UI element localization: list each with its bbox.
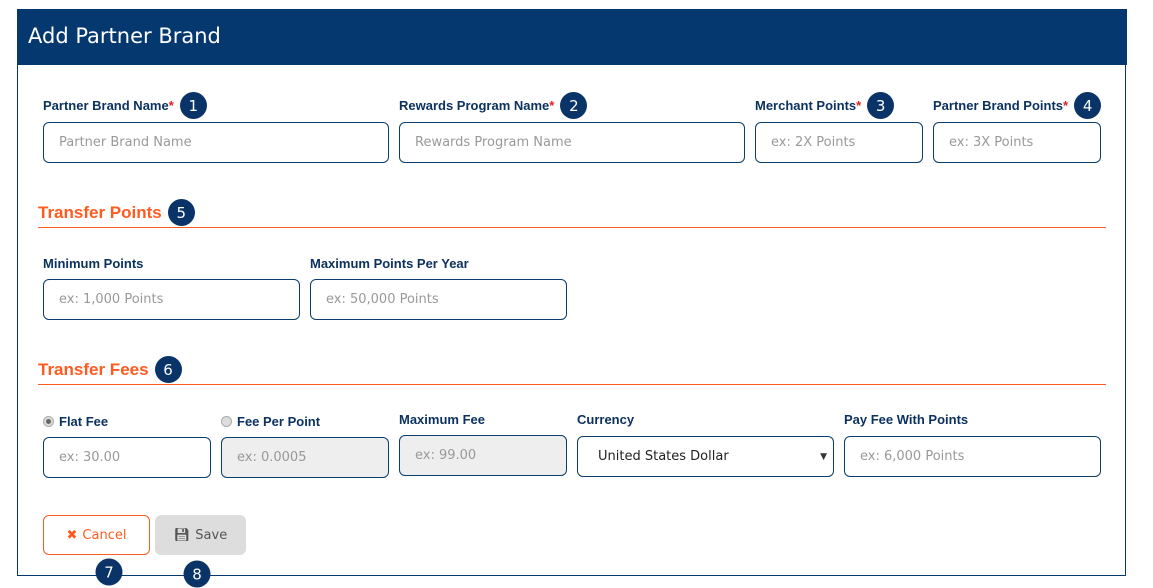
- dropdown-arrow-icon: ▼: [820, 451, 827, 462]
- rewards-program-name-input[interactable]: Rewards Program Name: [399, 122, 745, 163]
- badge-1: 1: [179, 92, 207, 119]
- partner-brand-points-input[interactable]: ex: 3X Points: [933, 122, 1101, 163]
- badge-2: 2: [560, 92, 588, 119]
- radio-selected-icon[interactable]: [43, 416, 54, 427]
- fee-per-point-input[interactable]: ex: 0.0005: [221, 437, 389, 478]
- page-title: Add Partner Brand: [28, 24, 221, 48]
- minimum-points-input[interactable]: ex: 1,000 Points: [43, 279, 300, 320]
- floppy-disk-icon: 💾︎: [173, 527, 191, 543]
- merchant-points-input[interactable]: ex: 2X Points: [755, 122, 923, 163]
- currency-select[interactable]: United States Dollar ▼: [577, 436, 834, 477]
- flat-fee-input[interactable]: ex: 30.00: [43, 437, 211, 478]
- partner-brand-points-label: Partner Brand Points * 4: [933, 92, 1102, 119]
- pay-fee-with-points-label: Pay Fee With Points: [844, 412, 969, 427]
- cancel-button[interactable]: ✖ Cancel: [43, 515, 150, 555]
- transfer-fees-heading: Transfer Fees 6: [38, 356, 182, 383]
- maximum-fee-label: Maximum Fee: [399, 412, 485, 427]
- minimum-points-label: Minimum Points: [43, 256, 144, 271]
- divider: [38, 384, 1106, 385]
- badge-5: 5: [167, 199, 195, 226]
- currency-label: Currency: [577, 412, 635, 427]
- flat-fee-radio[interactable]: Flat Fee: [43, 408, 108, 435]
- maximum-fee-input[interactable]: ex: 99.00: [399, 435, 567, 476]
- merchant-points-label: Merchant Points * 3: [755, 92, 895, 119]
- transfer-points-heading: Transfer Points 5: [38, 199, 195, 226]
- divider: [38, 227, 1106, 228]
- badge-8: 8: [183, 560, 211, 588]
- maximum-points-label: Maximum Points Per Year: [310, 256, 469, 271]
- fee-per-point-radio[interactable]: Fee Per Point: [221, 408, 320, 435]
- badge-7: 7: [95, 558, 123, 586]
- pay-fee-with-points-input[interactable]: ex: 6,000 Points: [844, 436, 1101, 477]
- maximum-points-input[interactable]: ex: 50,000 Points: [310, 279, 567, 320]
- currency-value: United States Dollar: [598, 449, 729, 464]
- save-button[interactable]: 💾︎ Save: [155, 515, 246, 555]
- badge-4: 4: [1074, 92, 1102, 119]
- partner-brand-name-input[interactable]: Partner Brand Name: [43, 122, 389, 163]
- partner-brand-name-label: Partner Brand Name * 1: [43, 92, 207, 119]
- panel-header: [17, 9, 1127, 65]
- radio-unselected-icon[interactable]: [221, 416, 232, 427]
- close-icon: ✖: [66, 527, 78, 543]
- badge-3: 3: [867, 92, 895, 119]
- badge-6: 6: [154, 356, 182, 383]
- rewards-program-name-label: Rewards Program Name * 2: [399, 92, 588, 119]
